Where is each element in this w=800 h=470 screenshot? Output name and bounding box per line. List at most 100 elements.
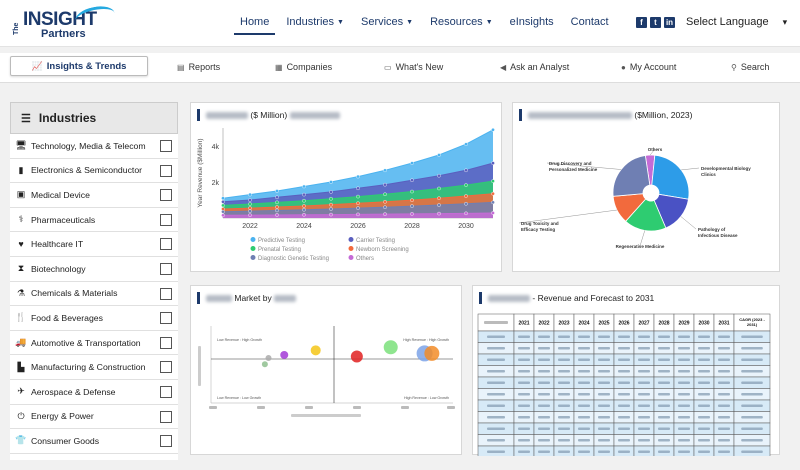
industry-checkbox[interactable] [160,189,172,202]
data-point [356,212,360,217]
data-point [410,198,414,202]
legend-swatch [348,255,354,260]
sidebar-item-electronics-semiconductor[interactable]: ▮ Electronics & Semiconductor [10,159,178,184]
blurred-tick [305,406,313,409]
sidebar-item-pharmaceuticals[interactable]: ⚕ Pharmaceuticals [10,208,178,233]
data-point [437,186,441,191]
industry-checkbox[interactable] [160,435,172,448]
industry-checkbox[interactable] [160,213,172,226]
industry-checkbox[interactable] [160,287,172,300]
nav-item-label: Services [360,16,404,28]
industry-checkbox[interactable] [160,312,172,325]
pie-leader-line [681,167,700,171]
pie-leader-line [518,209,618,224]
logo-the: The [13,22,20,35]
nav-item-label: eInsights [509,16,554,28]
tab-companies[interactable]: ▦ Companies [275,62,332,72]
nav-item-home[interactable]: Home [233,16,276,35]
table-header-label: 2029 [678,321,689,327]
blurred-text [558,404,570,408]
language-selector[interactable]: Select Language ▾ [686,16,787,28]
data-point [491,200,495,205]
pie-label: Personalized Medicine [549,167,598,172]
sidebar-item-food-beverages[interactable]: 🍴 Food & Beverages [10,306,178,331]
industry-checkbox[interactable] [160,410,172,423]
sidebar-item-biotechnology[interactable]: ⧗ Biotechnology [10,257,178,282]
bubble [383,340,398,355]
pie-label: Efficacy Testing [521,227,555,232]
data-point [329,207,333,211]
sidebar-item-automotive-transportation[interactable]: 🚚 Automotive & Transportation [10,331,178,356]
blurred-axis-label [198,346,201,386]
nav-item-contact[interactable]: Contact [571,16,609,28]
industry-checkbox[interactable] [160,385,172,398]
legend-swatch [348,246,354,251]
blurred-text [718,335,730,339]
blurred-text [558,335,570,339]
data-point [275,213,279,217]
blurred-text [698,427,710,431]
sidebar-item-consumer-goods[interactable]: 👕 Consumer Goods [10,429,178,454]
blurred-text [487,381,505,385]
area-chart-title: ($ Million) [197,109,340,121]
sidebar-item-technology-media-telecom[interactable]: 🖥 Technology, Media & Telecom [10,134,178,159]
brand-logo[interactable]: The INSIGHT Partners [13,3,117,41]
blurred-text [638,427,650,431]
blurred-text [741,404,763,408]
data-point [356,206,360,210]
industry-checkbox[interactable] [160,140,172,152]
data-point [410,212,414,216]
blurred-text [741,438,763,442]
data-point [302,192,306,197]
x-tick-label: 2024 [296,223,312,230]
sidebar-item-medical-device[interactable]: ▣ Medical Device [10,183,178,208]
tab-my-account[interactable]: ● My Account [621,62,676,72]
sidebar-item-energy-power[interactable]: ⏻ Energy & Power [10,405,178,430]
data-point [248,209,252,213]
pie-label: Drug Toxicity and [521,221,559,226]
nav-item-resources[interactable]: Resources ▼ [430,16,493,28]
blurred-text [698,346,710,350]
sidebar-item-healthcare-it[interactable]: ♥ Healthcare IT [10,232,178,257]
industry-checkbox[interactable] [160,262,172,275]
tab-whats-new[interactable]: ▭ What's New [384,62,443,72]
nav-item-industries[interactable]: Industries ▼ [286,16,344,28]
redacted-text [274,295,297,303]
tab-insights-trends[interactable]: 📈 Insights & Trends [10,56,148,76]
industry-checkbox[interactable] [160,164,172,177]
linkedin-icon[interactable]: in [664,17,675,28]
nav-item-einsights[interactable]: eInsights [510,16,554,28]
blurred-text [558,358,570,362]
data-point [329,196,333,201]
industry-checkbox[interactable] [160,238,172,251]
sidebar-item-label: Pharmaceuticals [31,214,96,225]
nav-item-label: Industries [286,16,335,28]
blurred-text [718,427,730,431]
nav-item-services[interactable]: Services ▼ [361,16,413,28]
data-point [302,198,306,203]
blurred-text [698,415,710,419]
blurred-text [658,415,670,419]
user-icon: ● [621,62,626,72]
industry-checkbox[interactable] [160,336,172,349]
industry-checkbox[interactable] [160,361,172,374]
tab-reports[interactable]: ▤ Reports [177,62,220,72]
area-chart-title-text: ($ Million) [250,110,288,120]
blurred-text [578,427,590,431]
data-point [356,174,360,179]
blurred-text [487,450,505,454]
sidebar-item-manufacturing-construction[interactable]: ▙ Manufacturing & Construction [10,355,178,380]
sidebar-item-label: Technology, Media & Telecom [31,140,146,151]
legend-swatch [348,237,354,242]
tab-ask-analyst[interactable]: ◀ Ask an Analyst [500,62,569,72]
sidebar-item-chemicals-materials[interactable]: ⚗ Chemicals & Materials [10,282,178,307]
sidebar-item-aerospace-defense[interactable]: ✈ Aerospace & Defense [10,380,178,405]
blurred-tick [353,406,361,409]
twitter-icon[interactable]: t [650,17,661,28]
pie-label: Developmental Biology [701,166,751,171]
tab-search[interactable]: ⚲ Search [731,62,769,72]
blurred-text [538,450,550,454]
facebook-icon[interactable]: f [636,17,647,28]
secondary-nav: 📈 Insights & Trends ▤ Reports ▦ Companies … [0,53,800,83]
flask-icon: ⚗ [16,287,26,298]
